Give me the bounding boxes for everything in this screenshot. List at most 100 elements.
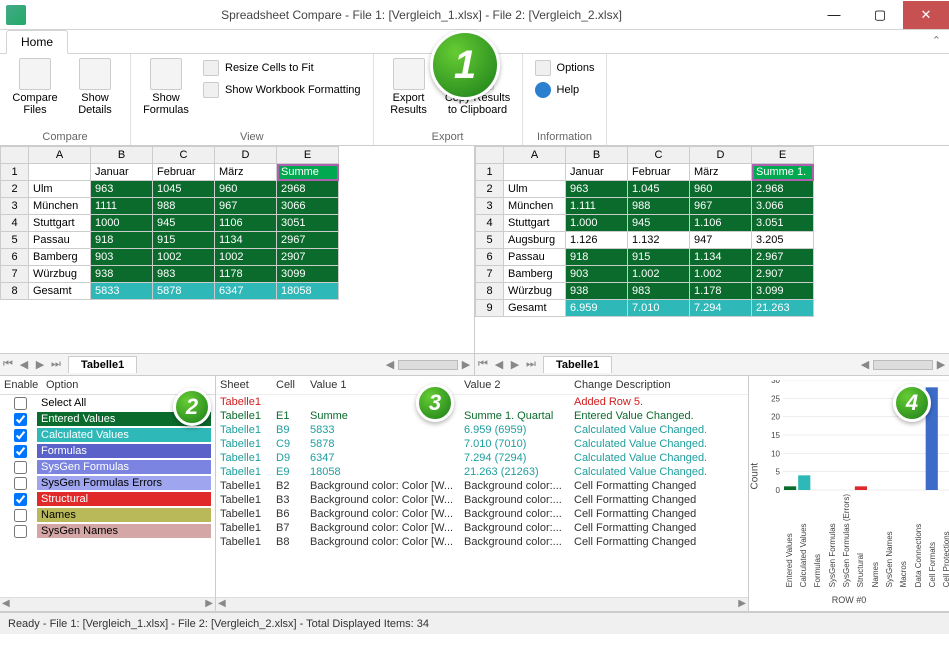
cell[interactable]: 918 [566, 249, 628, 266]
cell[interactable]: 988 [628, 198, 690, 215]
right-grid[interactable]: ABCDE1JanuarFebruarMärzSumme 1.2Ulm9631.… [475, 146, 814, 317]
cell[interactable]: Gesamt [504, 300, 566, 317]
cell[interactable]: Passau [29, 232, 91, 249]
cell[interactable]: 5833 [91, 283, 153, 300]
cell[interactable]: 945 [153, 215, 215, 232]
option-checkbox[interactable] [14, 461, 27, 474]
option-row[interactable]: Calculated Values [0, 427, 215, 443]
diff-row[interactable]: Tabelle1D963477.294 (7294)Calculated Val… [216, 451, 748, 465]
cell[interactable]: 1.178 [690, 283, 752, 300]
option-checkbox[interactable] [14, 509, 27, 522]
diff-row[interactable]: Tabelle1B8Background color: Color [W...B… [216, 535, 748, 549]
cell[interactable]: 1.045 [628, 181, 690, 198]
option-row[interactable]: SysGen Formulas Errors [0, 475, 215, 491]
resize-cells-button[interactable]: Resize Cells to Fit [199, 58, 365, 78]
right-sheet-tab[interactable]: Tabelle1 [543, 356, 612, 373]
cell[interactable]: Bamberg [29, 249, 91, 266]
opt-scroll-right[interactable]: ▶ [205, 598, 213, 611]
left-scroll-left[interactable]: ◀ [382, 358, 398, 371]
opt-scroll-left[interactable]: ◀ [2, 598, 10, 611]
cell[interactable] [504, 164, 566, 181]
help-button[interactable]: Help [531, 80, 599, 100]
sheet-nav-first[interactable]: ⏮ [475, 358, 491, 371]
cell[interactable]: 3051 [277, 215, 339, 232]
show-formulas-button[interactable]: Show Formulas [139, 58, 193, 116]
cell[interactable]: 945 [628, 215, 690, 232]
option-row[interactable]: SysGen Names [0, 523, 215, 539]
sheet-nav-last[interactable]: ⏭ [523, 358, 539, 371]
cell[interactable]: 1.106 [690, 215, 752, 232]
sheet-nav-last[interactable]: ⏭ [48, 358, 64, 371]
cell[interactable]: 918 [91, 232, 153, 249]
left-scroll-right[interactable]: ▶ [458, 358, 474, 371]
cell[interactable]: Stuttgart [504, 215, 566, 232]
cell[interactable]: 960 [215, 181, 277, 198]
cell[interactable]: 2.968 [752, 181, 814, 198]
cell[interactable]: 3066 [277, 198, 339, 215]
sheet-nav-first[interactable]: ⏮ [0, 358, 16, 371]
cell[interactable]: 1.134 [690, 249, 752, 266]
left-sheet-tab[interactable]: Tabelle1 [68, 356, 137, 373]
left-grid[interactable]: ABCDE1JanuarFebruarMärzSumme2Ulm96310459… [0, 146, 339, 300]
diff-row[interactable]: Tabelle1E91805821.263 (21263)Calculated … [216, 465, 748, 479]
cell[interactable]: 938 [91, 266, 153, 283]
cell[interactable]: 1.111 [566, 198, 628, 215]
sheet-nav-prev[interactable]: ◀ [16, 358, 32, 371]
right-scroll-left[interactable]: ◀ [857, 358, 873, 371]
maximize-button[interactable]: ▢ [857, 1, 903, 29]
diff-row[interactable]: Tabelle1C958787.010 (7010)Calculated Val… [216, 437, 748, 451]
cell[interactable]: 983 [153, 266, 215, 283]
cell[interactable]: 947 [690, 232, 752, 249]
diff-row[interactable]: Tabelle1B958336.959 (6959)Calculated Val… [216, 423, 748, 437]
cell[interactable]: 960 [690, 181, 752, 198]
cell[interactable]: Stuttgart [29, 215, 91, 232]
cell[interactable]: 915 [628, 249, 690, 266]
cell[interactable]: 938 [566, 283, 628, 300]
cell[interactable]: 7.010 [628, 300, 690, 317]
cell[interactable]: Ulm [29, 181, 91, 198]
cell[interactable]: 967 [690, 198, 752, 215]
cell[interactable]: März [215, 164, 277, 181]
cell[interactable]: 2.907 [752, 266, 814, 283]
workbook-formatting-button[interactable]: Show Workbook Formatting [199, 80, 365, 100]
diff-row[interactable]: Tabelle1Added Row 5. [216, 395, 748, 409]
cell[interactable]: 1000 [91, 215, 153, 232]
diff-row[interactable]: Tabelle1B6Background color: Color [W...B… [216, 507, 748, 521]
cell[interactable]: 21.263 [752, 300, 814, 317]
cell[interactable]: Bamberg [504, 266, 566, 283]
cell[interactable]: 2.967 [752, 249, 814, 266]
cell[interactable]: Passau [504, 249, 566, 266]
option-checkbox[interactable] [14, 397, 27, 410]
cell[interactable]: 2967 [277, 232, 339, 249]
option-checkbox[interactable] [14, 493, 27, 506]
diff-row[interactable]: Tabelle1B7Background color: Color [W...B… [216, 521, 748, 535]
tab-home[interactable]: Home [6, 30, 68, 54]
options-button[interactable]: Options [531, 58, 599, 78]
cell[interactable]: 1.126 [566, 232, 628, 249]
cell[interactable]: 3099 [277, 266, 339, 283]
cell[interactable] [29, 164, 91, 181]
sheet-nav-prev[interactable]: ◀ [491, 358, 507, 371]
sheet-nav-next[interactable]: ▶ [32, 358, 48, 371]
cell[interactable]: 2968 [277, 181, 339, 198]
ribbon-collapse-icon[interactable]: ⌃ [932, 34, 941, 47]
option-row[interactable]: Structural [0, 491, 215, 507]
cell[interactable]: 1111 [91, 198, 153, 215]
export-results-button[interactable]: Export Results [382, 58, 436, 116]
option-checkbox[interactable] [14, 445, 27, 458]
cell[interactable]: 7.294 [690, 300, 752, 317]
cell[interactable]: Ulm [504, 181, 566, 198]
cell[interactable]: 3.099 [752, 283, 814, 300]
cell[interactable]: Würzbug [29, 266, 91, 283]
cell[interactable]: Summe [277, 164, 339, 181]
cell[interactable]: 915 [153, 232, 215, 249]
cell[interactable]: 18058 [277, 283, 339, 300]
cell[interactable]: 903 [566, 266, 628, 283]
cell[interactable]: 1106 [215, 215, 277, 232]
diff-scroll-left[interactable]: ◀ [218, 598, 226, 611]
cell[interactable]: 6.959 [566, 300, 628, 317]
sheet-nav-next[interactable]: ▶ [507, 358, 523, 371]
cell[interactable]: 1178 [215, 266, 277, 283]
cell[interactable]: 1.002 [690, 266, 752, 283]
diff-row[interactable]: Tabelle1E1SummeSumme 1. QuartalEntered V… [216, 409, 748, 423]
